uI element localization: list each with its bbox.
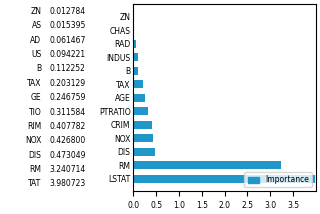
Text: GE: GE bbox=[31, 93, 42, 102]
Text: B: B bbox=[36, 64, 42, 73]
Text: 0.094221: 0.094221 bbox=[50, 50, 86, 59]
Text: 0.246759: 0.246759 bbox=[50, 93, 86, 102]
Bar bbox=[133, 13, 134, 21]
Text: 0.015395: 0.015395 bbox=[50, 21, 86, 30]
Text: 0.112252: 0.112252 bbox=[50, 64, 86, 73]
Text: 0.203129: 0.203129 bbox=[50, 79, 86, 88]
Bar bbox=[133, 107, 148, 115]
Bar bbox=[133, 26, 134, 34]
Text: TAT: TAT bbox=[28, 179, 42, 188]
Bar bbox=[133, 134, 153, 142]
Bar bbox=[133, 67, 139, 75]
Text: ZN: ZN bbox=[30, 7, 42, 16]
Text: 0.473049: 0.473049 bbox=[50, 151, 86, 160]
Bar bbox=[133, 80, 143, 88]
Bar bbox=[133, 94, 145, 102]
Text: 0.061467: 0.061467 bbox=[50, 36, 86, 45]
Text: RIM: RIM bbox=[27, 122, 42, 131]
Text: NOX: NOX bbox=[25, 136, 42, 145]
Bar bbox=[133, 147, 155, 156]
Text: 0.012784: 0.012784 bbox=[50, 7, 86, 16]
Text: 3.980723: 3.980723 bbox=[50, 179, 86, 188]
Text: DIS: DIS bbox=[28, 151, 42, 160]
Text: AS: AS bbox=[31, 21, 42, 30]
Bar bbox=[133, 53, 138, 61]
Bar bbox=[133, 120, 152, 129]
Text: 3.240714: 3.240714 bbox=[50, 165, 86, 174]
Bar bbox=[133, 161, 281, 169]
Bar bbox=[133, 175, 315, 183]
Text: 0.426800: 0.426800 bbox=[50, 136, 86, 145]
Text: 0.311584: 0.311584 bbox=[50, 107, 86, 116]
Text: 0.407782: 0.407782 bbox=[50, 122, 86, 131]
Text: TIO: TIO bbox=[29, 107, 42, 116]
Text: AD: AD bbox=[30, 36, 42, 45]
Bar bbox=[133, 40, 136, 48]
Text: US: US bbox=[31, 50, 42, 59]
Text: TAX: TAX bbox=[27, 79, 42, 88]
Legend: Importance: Importance bbox=[244, 172, 312, 187]
Text: RM: RM bbox=[29, 165, 42, 174]
